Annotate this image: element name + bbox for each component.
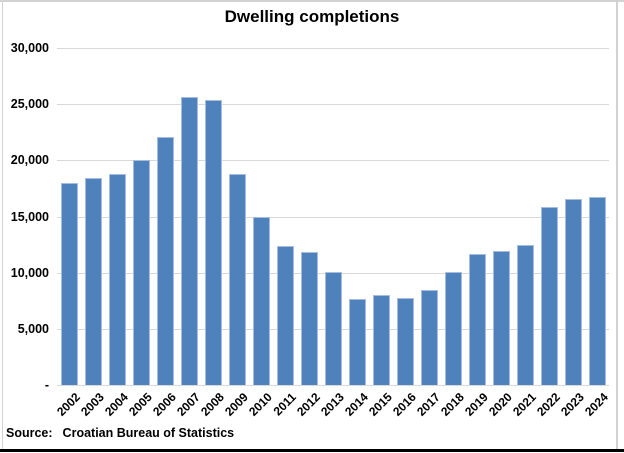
bar-2018 [444,271,462,385]
bar-2022 [540,206,558,385]
chart-right-border [616,2,618,449]
source-text: Croatian Bureau of Statistics [62,426,235,440]
bar-2008 [204,99,222,385]
bar-2011 [276,245,294,385]
gridline [57,160,609,162]
bar-2002 [60,182,78,385]
gridline [57,48,609,49]
y-tick-label: 15,000 [10,209,49,224]
y-tick-label: 5,000 [17,321,49,336]
chart-bottom-border [0,449,624,452]
bar-2003 [84,177,102,385]
bar-2020 [492,250,510,385]
chart-left-border [2,2,3,449]
bar-2015 [372,295,390,385]
y-tick-label: 10,000 [10,265,49,280]
bar-2006 [156,136,174,385]
plot-area [57,48,609,386]
bar-2017 [420,290,438,385]
bar-2004 [108,173,126,385]
bar-2009 [228,174,246,385]
bar-2021 [516,245,534,385]
y-tick-label: 25,000 [10,97,49,112]
chart-title: Dwelling completions [224,7,400,26]
bar-2024 [588,197,606,385]
source-note: Source: Croatian Bureau of Statistics [6,426,234,440]
gridline [57,385,609,386]
y-tick-label: 20,000 [10,153,49,168]
bar-2013 [324,272,342,385]
bar-2007 [180,96,198,385]
bar-2010 [252,216,270,385]
bar-2019 [468,254,486,385]
bar-2014 [348,298,366,385]
y-tick-label: - [44,378,49,392]
bar-2012 [300,252,318,385]
bar-2023 [564,199,582,385]
chart-top-border [0,0,624,2]
y-tick-label: 30,000 [10,41,49,55]
bar-2005 [132,160,150,385]
gridline [57,104,609,106]
gridline [57,216,609,218]
bar-2016 [396,297,414,385]
source-label: Source: [6,426,53,440]
